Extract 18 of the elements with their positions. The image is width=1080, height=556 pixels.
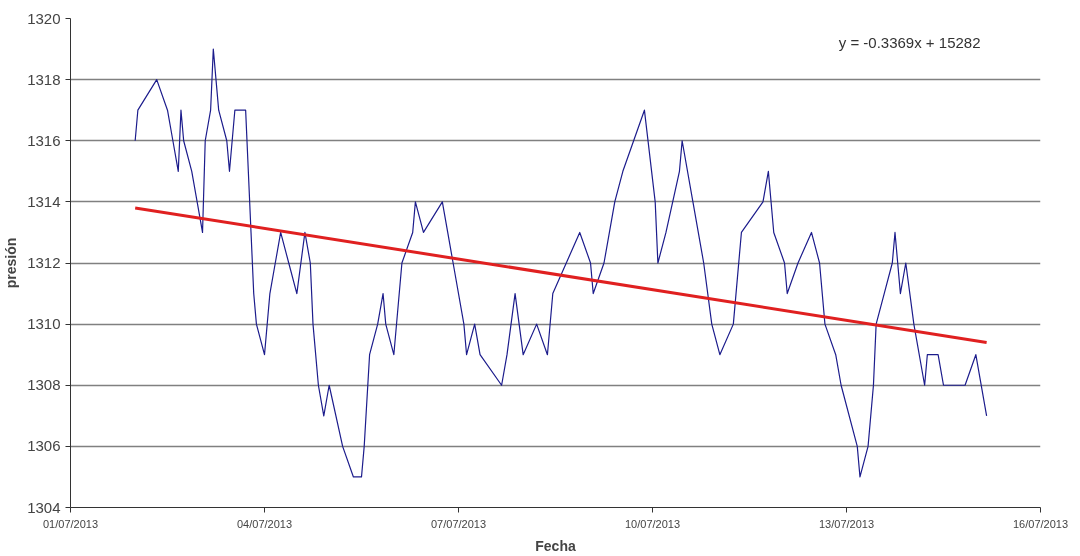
y-tick-label: 1306 [27, 437, 61, 455]
y-tick-label: 1312 [27, 254, 61, 271]
annotation: y = -0.3369x + 15282 [838, 34, 981, 51]
y-tick-label: 1316 [27, 131, 61, 149]
x-tick-label: 16/07/2013 [1012, 517, 1069, 530]
y-tick-label: 1304 [27, 498, 61, 516]
x-tick-label: 10/07/2013 [624, 517, 681, 530]
x-axis-title: Fecha [535, 537, 576, 554]
x-tick-label: 01/07/2013 [42, 517, 99, 530]
y-tick-label: 1308 [27, 376, 61, 394]
y-tick-label: 1314 [27, 192, 61, 210]
y-axis-title: presión [3, 237, 20, 289]
x-tick-label: 04/07/2013 [236, 517, 293, 530]
y-tick-label: 1318 [27, 70, 61, 88]
x-tick-label: 07/07/2013 [430, 517, 487, 530]
y-tick-label: 1310 [27, 315, 61, 333]
x-tick-label: 13/07/2013 [818, 517, 875, 530]
y-tick-label: 1320 [27, 9, 61, 27]
